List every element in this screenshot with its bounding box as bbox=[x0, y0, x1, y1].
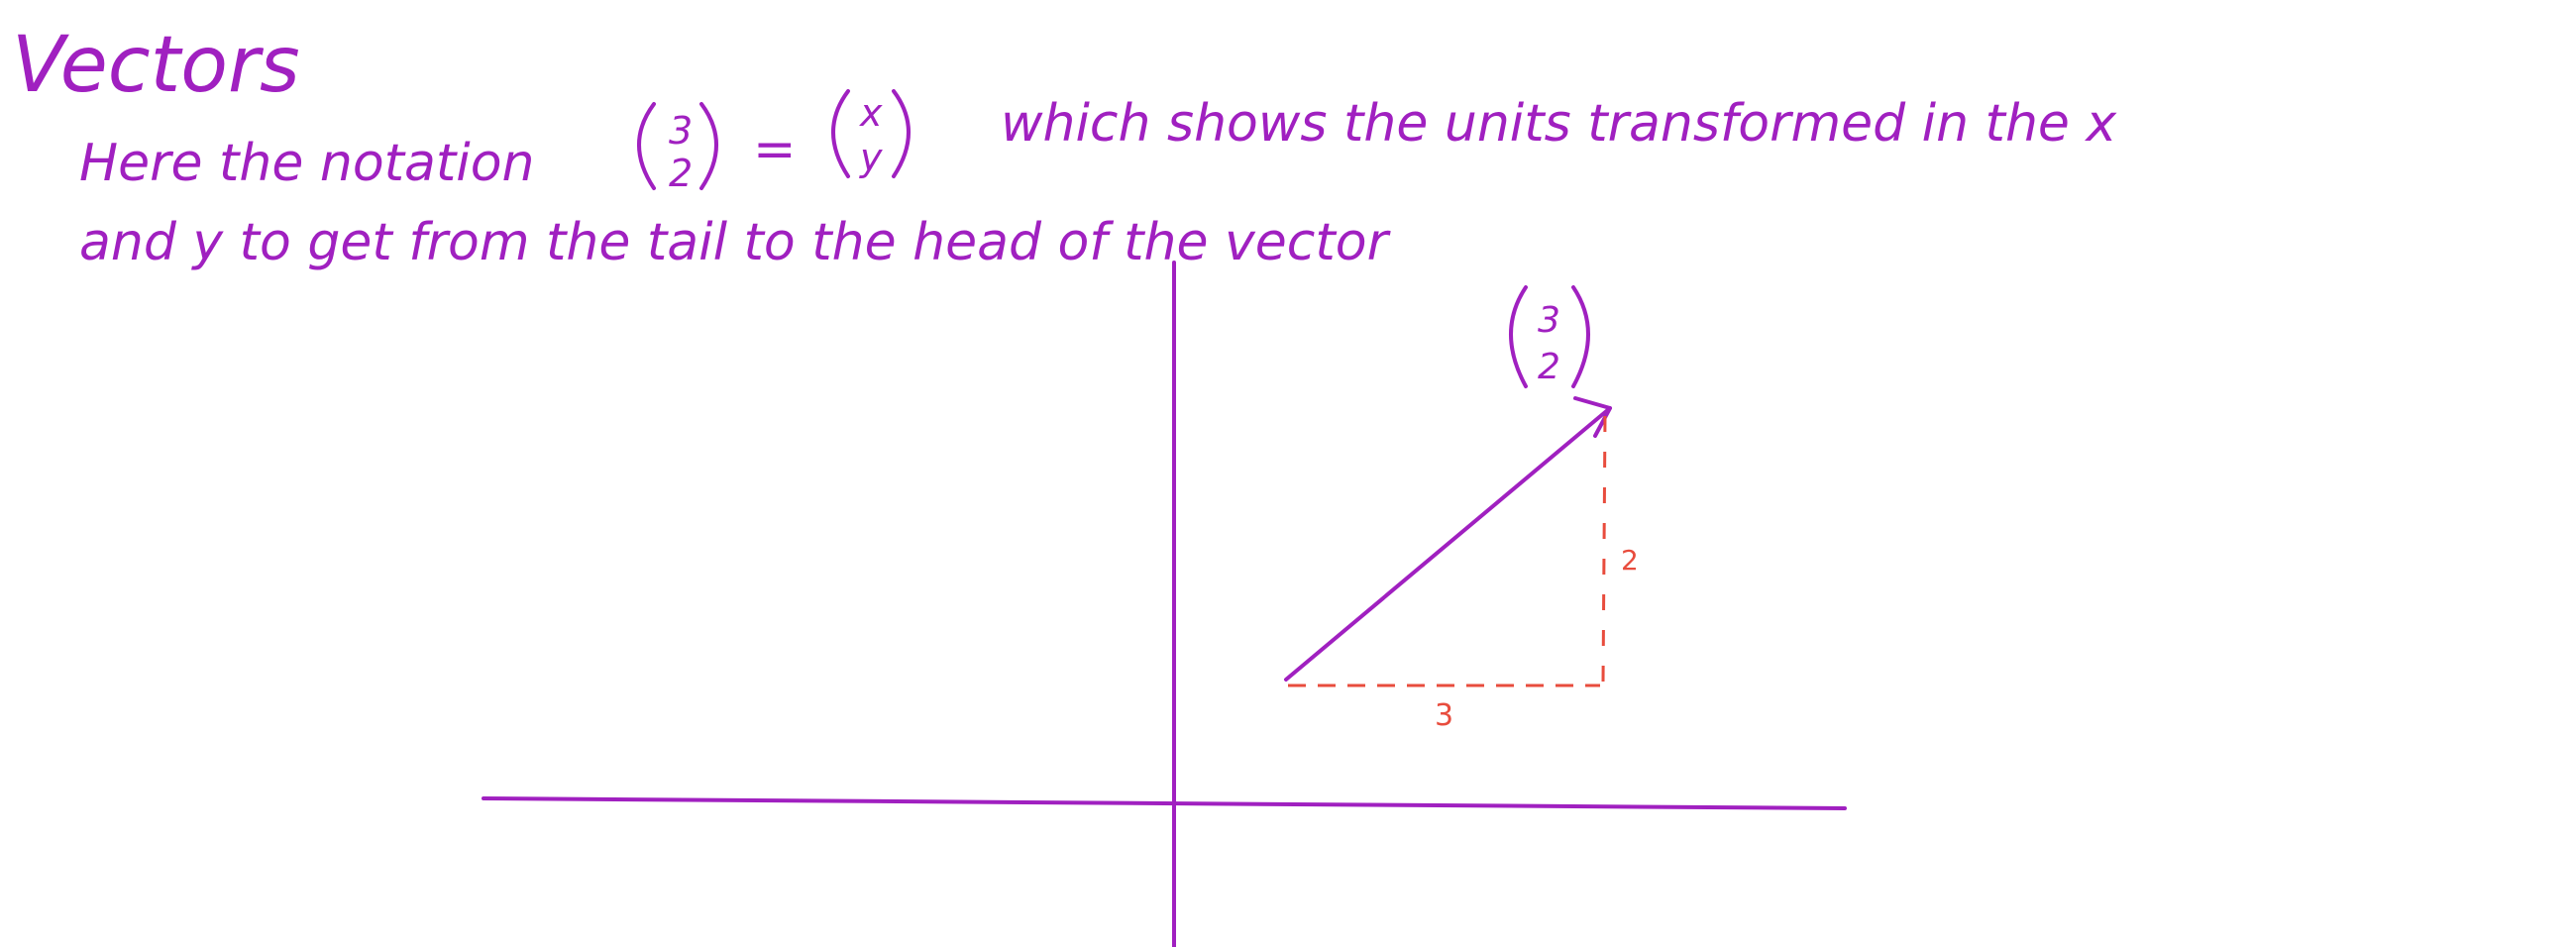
y-component-label: 2 bbox=[1621, 544, 1639, 577]
vector-label-top: 3 bbox=[1538, 300, 1560, 341]
vector-label-bottom: 2 bbox=[1538, 347, 1560, 387]
vector-arrow bbox=[1284, 396, 1612, 682]
note-line-1-start: Here the notation bbox=[79, 134, 535, 193]
equals-sign: = bbox=[753, 120, 797, 179]
vector-shaft bbox=[1284, 406, 1612, 682]
left-paren bbox=[1509, 285, 1528, 388]
arrow-head bbox=[1573, 396, 1612, 438]
title: Vectors bbox=[12, 21, 300, 110]
vector-notation: 3 2 bbox=[637, 102, 718, 195]
general-vector-notation: x y bbox=[831, 89, 911, 179]
x-axis bbox=[482, 796, 1847, 810]
components: 3 2 bbox=[1288, 415, 1639, 733]
y-component-line bbox=[1601, 415, 1607, 684]
left-paren bbox=[831, 89, 850, 178]
x-component-label: 3 bbox=[1435, 698, 1453, 733]
note-line-2: and y to get from the tail to the head o… bbox=[79, 213, 1392, 272]
right-paren bbox=[892, 89, 911, 178]
vector-label: 3 2 bbox=[1509, 285, 1590, 388]
right-paren bbox=[699, 102, 718, 190]
vector-notation-top: 3 bbox=[669, 109, 693, 153]
left-paren bbox=[637, 102, 656, 190]
right-paren bbox=[1571, 285, 1590, 388]
axes bbox=[482, 261, 1847, 947]
note-line-1-end: which shows the units transformed in the… bbox=[1001, 94, 2117, 154]
vector-notation-bottom: 2 bbox=[669, 152, 693, 195]
general-vector-bottom: y bbox=[859, 136, 883, 179]
general-vector-top: x bbox=[859, 91, 883, 135]
